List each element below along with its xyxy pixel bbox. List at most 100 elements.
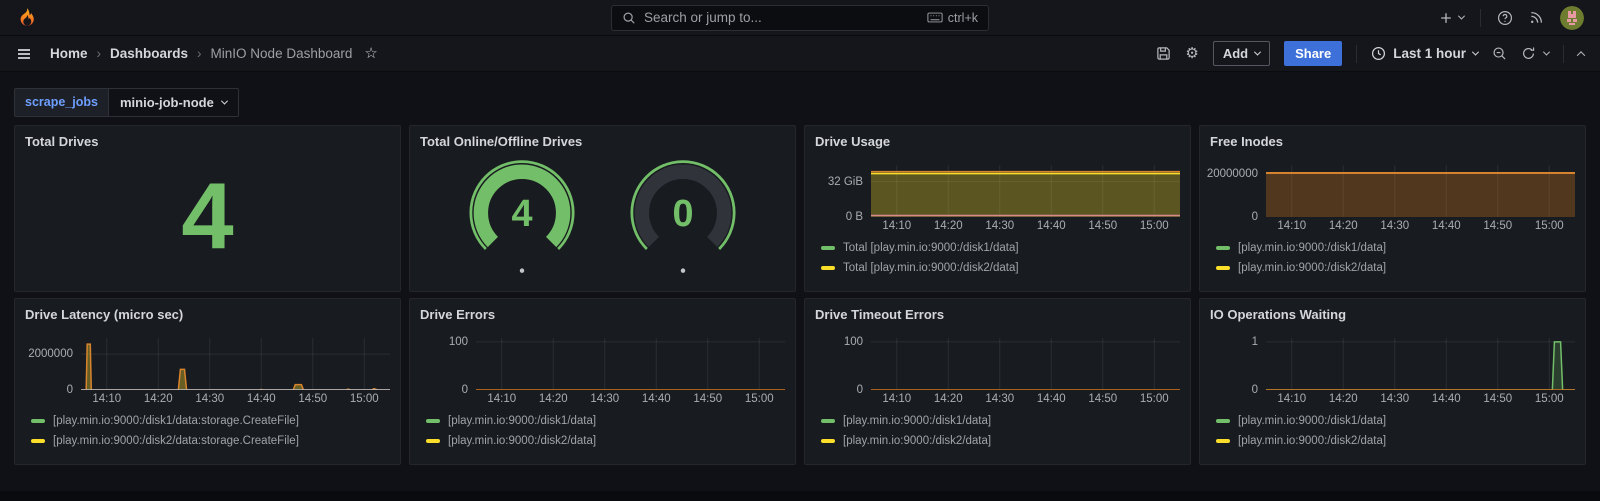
legend: [play.min.io:9000:/disk1/data] [play.min… [420, 411, 785, 451]
save-dashboard-icon[interactable] [1156, 46, 1171, 61]
user-avatar[interactable] [1560, 5, 1584, 30]
series-color-swatch [426, 439, 440, 443]
chart-drive-usage: 32 GiB 0 B 14:10 14:20 14:30 14:40 14:50 15:00… [815, 165, 1180, 278]
legend-item[interactable]: Total [play.min.io:9000:/disk2/data] [821, 258, 1180, 278]
y-axis-tick: 20000000 [1206, 167, 1258, 180]
legend-item[interactable]: Total [play.min.io:9000:/disk1/data] [821, 238, 1180, 258]
plot-area[interactable]: 14:10 14:20 14:30 14:40 14:50 15:00 [476, 338, 785, 407]
x-axis-tick: 14:30 [1380, 220, 1410, 232]
plot-area[interactable]: 14:10 14:20 14:30 14:40 14:50 15:00 [1266, 165, 1575, 234]
x-axis-tick: 14:10 [882, 393, 912, 405]
x-axis-tick: 14:20 [143, 393, 173, 405]
legend-label: Total [play.min.io:9000:/disk2/data] [843, 262, 1019, 274]
legend-item[interactable]: [play.min.io:9000:/disk2/data] [426, 431, 785, 451]
x-axis-tick: 14:40 [1036, 220, 1066, 232]
search-input[interactable] [644, 10, 919, 25]
collapse-toolbar-chevron-up[interactable] [1576, 50, 1586, 60]
x-axis: 14:10 14:20 14:30 14:40 14:50 15:00 [1266, 390, 1575, 407]
legend-item[interactable]: [play.min.io:9000:/disk1/data] [1216, 238, 1575, 258]
panel-title[interactable]: Drive Timeout Errors [815, 307, 945, 322]
keyboard-shortcut-badge: ctrl+k [927, 11, 978, 25]
y-axis: 32 GiB 0 B [815, 165, 871, 223]
legend-label: [play.min.io:9000:/disk2/data] [1238, 435, 1387, 447]
plot-area[interactable]: 14:10 14:20 14:30 14:40 14:50 15:00 [871, 338, 1180, 407]
y-axis-tick: 100 [448, 335, 468, 348]
search-icon [622, 11, 636, 25]
x-axis-tick: 14:40 [246, 393, 276, 405]
variable-label[interactable]: scrape_jobs [14, 88, 109, 117]
plot-area[interactable]: 14:10 14:20 14:30 14:40 14:50 15:00 [81, 338, 390, 407]
legend-item[interactable]: [play.min.io:9000:/disk1/data] [426, 411, 785, 431]
x-axis-tick: 14:30 [985, 220, 1015, 232]
legend-label: [play.min.io:9000:/disk1/data] [448, 415, 597, 427]
breadcrumb-dashboards[interactable]: Dashboards [110, 46, 189, 61]
x-axis-tick: 14:20 [538, 393, 568, 405]
menu-hamburger-icon[interactable] [16, 46, 32, 62]
panel-title[interactable]: Drive Usage [815, 134, 891, 149]
plot-area[interactable]: 14:10 14:20 14:30 14:40 14:50 15:00 [1266, 338, 1575, 407]
share-button[interactable]: Share [1284, 41, 1343, 66]
panel-title[interactable]: Drive Errors [420, 307, 496, 322]
x-axis: 14:10 14:20 14:30 14:40 14:50 15:00 [1266, 217, 1575, 234]
grafana-logo-icon[interactable] [16, 7, 38, 29]
x-axis-tick: 15:00 [1139, 393, 1169, 405]
breadcrumb-home[interactable]: Home [50, 46, 88, 61]
legend-item[interactable]: [play.min.io:9000:/disk1/data:storage.Cr… [31, 411, 390, 431]
panel-title[interactable]: Free Inodes [1210, 134, 1283, 149]
dashboard-settings-gear-icon[interactable]: ⚙ [1185, 45, 1199, 62]
search-box[interactable]: ctrl+k [611, 4, 989, 31]
chevron-down-icon [220, 97, 228, 105]
new-add-menu-button[interactable] [1439, 11, 1466, 25]
x-axis: 14:10 14:20 14:30 14:40 14:50 15:00 [871, 390, 1180, 407]
y-axis-tick: 0 [461, 384, 468, 396]
add-panel-button[interactable]: Add [1212, 41, 1271, 66]
panel-title[interactable]: Drive Latency (micro sec) [25, 307, 184, 322]
x-axis-tick: 15:00 [1534, 220, 1564, 232]
x-axis-tick: 14:50 [693, 393, 723, 405]
legend-item[interactable]: [play.min.io:9000:/disk2/data] [821, 431, 1180, 451]
x-axis-tick: 15:00 [744, 393, 774, 405]
y-axis-tick: 0 [66, 384, 73, 396]
panel-title[interactable]: Total Online/Offline Drives [420, 134, 583, 149]
legend: [play.min.io:9000:/disk1/data:storage.Cr… [25, 411, 390, 451]
help-icon[interactable] [1497, 10, 1513, 26]
chart-drive-latency: 2000000 0 14:10 14:20 14:30 14:40 14:50 15:00 … [25, 338, 390, 451]
legend-item[interactable]: [play.min.io:9000:/disk1/data] [821, 411, 1180, 431]
plot-area[interactable]: 14:10 14:20 14:30 14:40 14:50 15:00 [871, 165, 1180, 234]
series-color-swatch [821, 266, 835, 270]
refresh-dashboard-button[interactable] [1521, 46, 1551, 61]
panel-title[interactable]: Total Drives [25, 134, 99, 149]
legend-label: [play.min.io:9000:/disk1/data:storage.Cr… [53, 415, 299, 427]
y-axis-tick: 0 [856, 384, 863, 396]
gauge-threshold-dot [519, 267, 525, 273]
zoom-out-time-icon[interactable] [1492, 46, 1507, 61]
x-axis-tick: 14:10 [487, 393, 517, 405]
variable-value-dropdown[interactable]: minio-job-node [108, 88, 239, 117]
breadcrumb: Home › Dashboards › MinIO Node Dashboard [50, 46, 352, 61]
breadcrumb-separator: › [197, 46, 202, 61]
x-axis-tick: 15:00 [1139, 220, 1169, 232]
keyboard-icon [927, 12, 943, 23]
panel-title[interactable]: IO Operations Waiting [1210, 307, 1347, 322]
series-color-swatch [1216, 246, 1230, 250]
news-rss-icon[interactable] [1529, 10, 1544, 25]
legend-label: [play.min.io:9000:/disk2/data:storage.Cr… [53, 435, 299, 447]
x-axis-tick: 14:50 [1483, 393, 1513, 405]
series-color-swatch [31, 439, 45, 443]
y-axis-tick: 0 B [845, 211, 863, 223]
x-axis-tick: 14:30 [1380, 393, 1410, 405]
legend-item[interactable]: [play.min.io:9000:/disk1/data] [1216, 411, 1575, 431]
gauge: 0 [616, 155, 750, 284]
legend-item[interactable]: [play.min.io:9000:/disk2/data] [1216, 258, 1575, 278]
time-range-picker[interactable]: Last 1 hour [1371, 46, 1480, 61]
template-variables-row: scrape_jobs minio-job-node [14, 88, 1586, 117]
footer-strip [0, 491, 1600, 501]
legend-item[interactable]: [play.min.io:9000:/disk2/data:storage.Cr… [31, 431, 390, 451]
favorite-star-icon[interactable]: ☆ [364, 45, 378, 62]
x-axis-tick: 14:30 [195, 393, 225, 405]
legend-item[interactable]: [play.min.io:9000:/disk2/data] [1216, 431, 1575, 451]
x-axis-tick: 15:00 [1534, 393, 1564, 405]
chart-drive-timeout-errors: 100 0 14:10 14:20 14:30 14:40 14:50 15:00 [pla… [815, 336, 1180, 451]
y-axis-tick: 2000000 [28, 348, 73, 361]
